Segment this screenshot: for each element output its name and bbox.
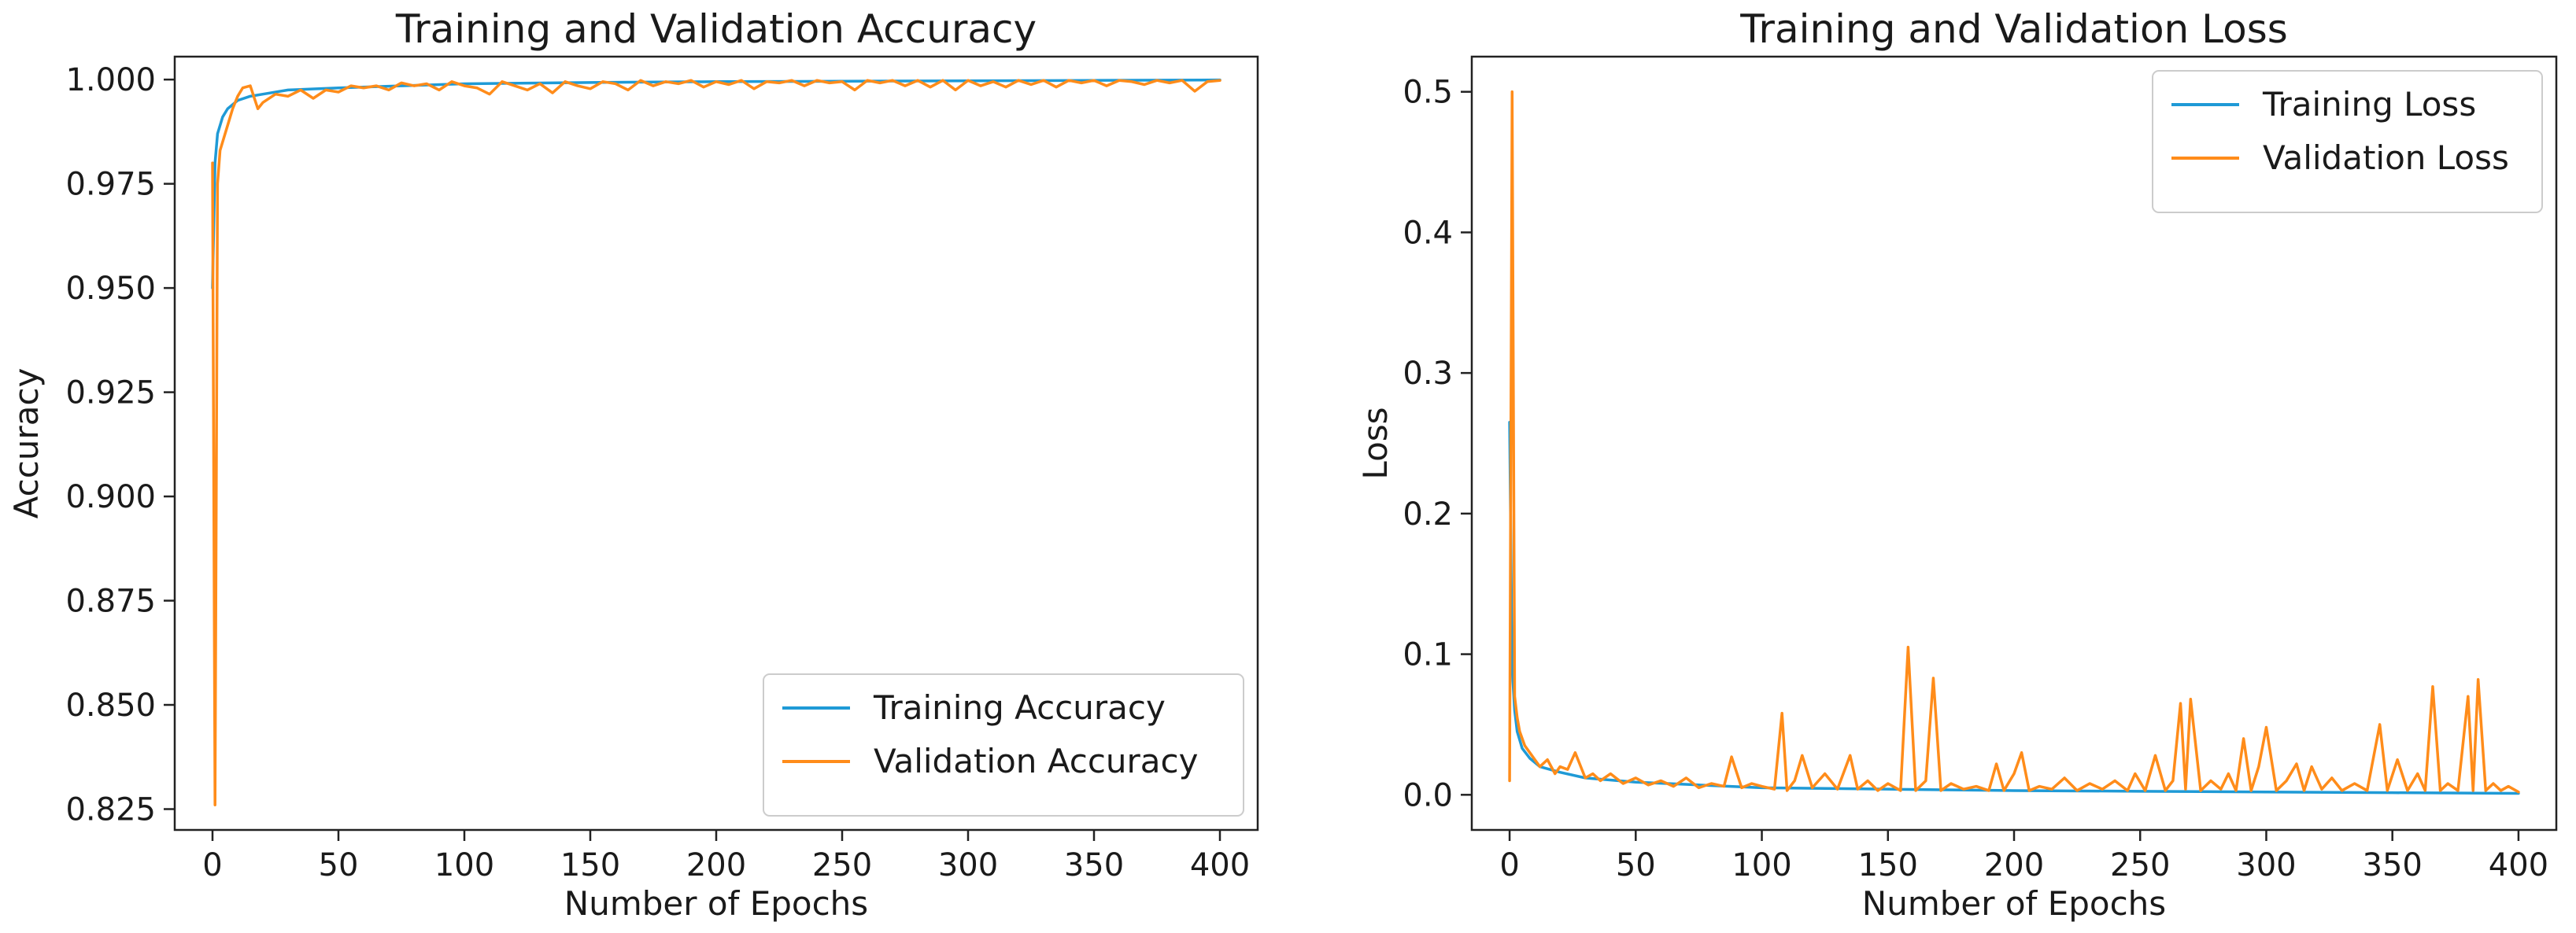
- y-tick-label: 0.925: [65, 375, 156, 411]
- y-tick-label: 0.950: [65, 271, 156, 307]
- series-line-validation-loss: [1508, 90, 2520, 794]
- x-tick-label: 50: [1616, 847, 1656, 883]
- y-tick-label: 0.3: [1403, 356, 1453, 392]
- y-tick-label: 0.875: [65, 584, 156, 620]
- x-tick-label: 200: [1984, 847, 2044, 883]
- legend-label-training-loss: Training Loss: [2262, 85, 2476, 124]
- x-tick-label: 0: [202, 847, 222, 883]
- y-tick-label: 0.975: [65, 167, 156, 203]
- x-tick-label: 350: [2363, 847, 2423, 883]
- x-tick-label: 300: [938, 847, 998, 883]
- x-tick-label: 350: [1064, 847, 1124, 883]
- x-tick-label: 400: [1190, 847, 1250, 883]
- y-tick-label: 0.0: [1403, 777, 1453, 813]
- y-tick-label: 0.5: [1403, 75, 1453, 111]
- series-line-training-loss: [1508, 420, 2520, 795]
- y-tick-label: 0.4: [1403, 215, 1453, 251]
- series-line-training-accuracy: [211, 78, 1221, 289]
- x-tick-label: 100: [434, 847, 494, 883]
- legend: Training Loss Validation Loss: [2152, 70, 2543, 213]
- accuracy-chart: 0 50 100 150 200 250 300 350 400 0.825 0.850 0.875 0…: [7, 6, 1259, 923]
- x-tick-label: 250: [812, 847, 872, 883]
- x-tick-label: 300: [2236, 847, 2296, 883]
- x-tick-label: 200: [686, 847, 746, 883]
- y-axis-label: Loss: [1356, 407, 1395, 479]
- chart-title: Training and Validation Accuracy: [395, 6, 1037, 52]
- y-tick-label: 0.850: [65, 688, 156, 724]
- legend: Training Accuracy Validation Accuracy: [763, 673, 1244, 817]
- y-tick-label: 0.2: [1403, 496, 1453, 533]
- y-axis-label: Accuracy: [7, 368, 46, 519]
- chart-title: Training and Validation Loss: [1739, 6, 2288, 52]
- loss-chart: 0 50 100 150 200 250 300 350 400 0.0 0.1 0.2 0.3 0.4 0…: [1356, 6, 2558, 923]
- series-group: [1508, 90, 2520, 795]
- y-tick-label: 0.900: [65, 479, 156, 515]
- x-axis-label: Number of Epochs: [1862, 884, 2166, 923]
- y-tick-label: 0.1: [1403, 637, 1453, 673]
- x-tick-label: 50: [319, 847, 359, 883]
- legend-label-training-accuracy: Training Accuracy: [873, 688, 1166, 727]
- legend-box: [2152, 70, 2543, 213]
- series-group: [211, 78, 1221, 806]
- x-tick-label: 150: [560, 847, 620, 883]
- y-tick-label: 1.000: [65, 62, 156, 98]
- x-axis-label: Number of Epochs: [564, 884, 868, 923]
- x-tick-label: 150: [1858, 847, 1918, 883]
- x-tick-label: 0: [1499, 847, 1519, 883]
- legend-label-validation-accuracy: Validation Accuracy: [874, 742, 1199, 780]
- y-tick-label: 0.825: [65, 792, 156, 828]
- series-line-validation-accuracy: [211, 79, 1221, 806]
- legend-box: [763, 673, 1244, 817]
- x-tick-label: 250: [2110, 847, 2170, 883]
- x-tick-label: 400: [2489, 847, 2548, 883]
- legend-label-validation-loss: Validation Loss: [2263, 138, 2509, 177]
- x-tick-label: 100: [1732, 847, 1791, 883]
